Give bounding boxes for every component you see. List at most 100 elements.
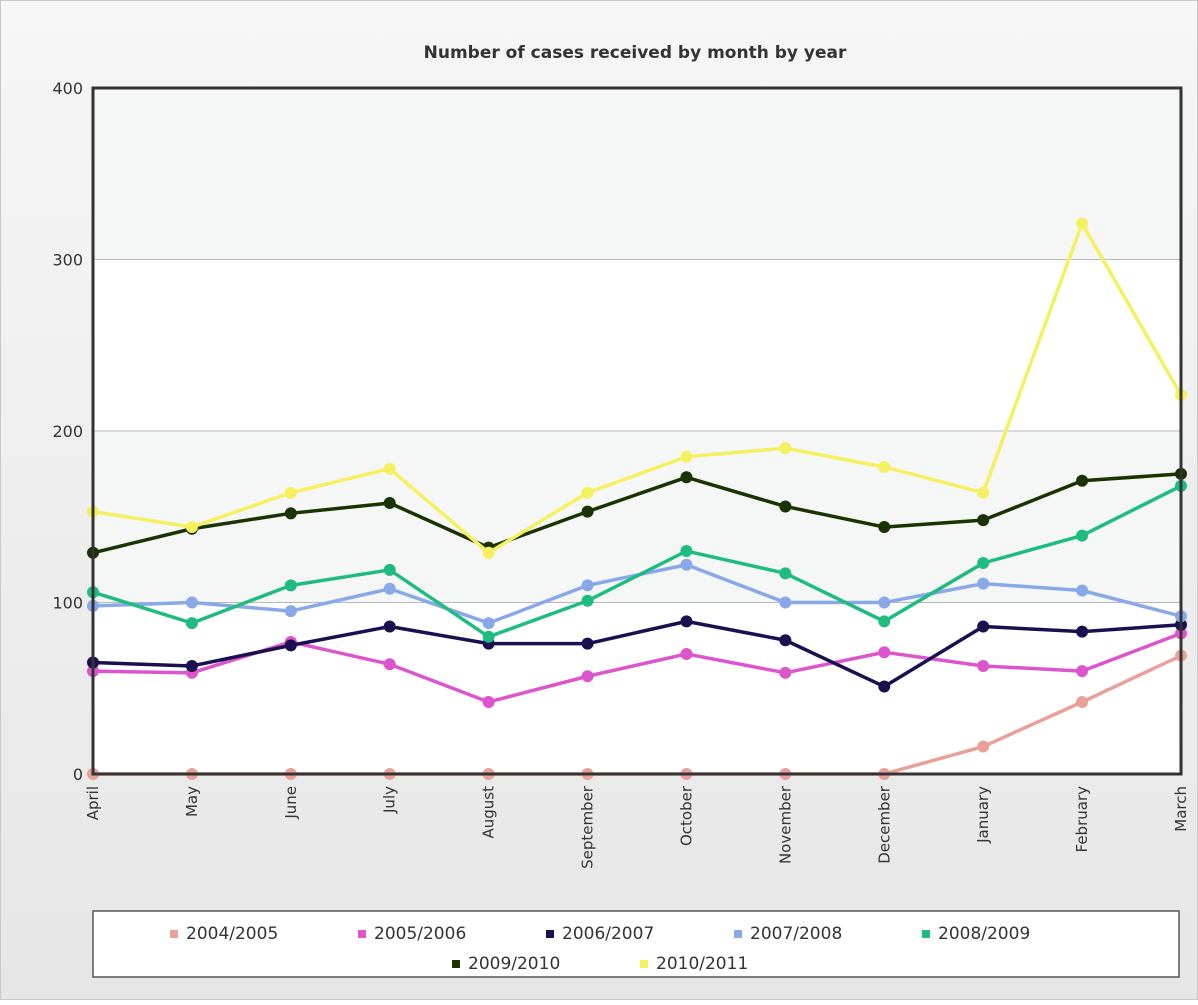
plot-band <box>93 259 1181 431</box>
y-tick-label: 200 <box>52 422 83 441</box>
data-point <box>581 579 594 592</box>
x-tick-label: October <box>677 785 695 846</box>
x-tick-label: January <box>974 786 992 844</box>
legend-label: 2008/2009 <box>938 924 1030 944</box>
data-point <box>185 617 198 630</box>
data-point <box>185 596 198 609</box>
data-point <box>581 637 594 650</box>
data-point <box>1076 584 1089 597</box>
data-point <box>878 521 891 534</box>
data-point <box>581 670 594 683</box>
data-point <box>581 486 594 499</box>
data-point <box>779 634 792 647</box>
y-tick-label: 400 <box>52 79 83 98</box>
data-point <box>482 695 495 708</box>
legend-swatch <box>922 930 930 938</box>
data-point <box>680 647 693 660</box>
data-point <box>284 579 297 592</box>
data-point <box>383 658 396 671</box>
data-point <box>1076 217 1089 230</box>
data-point <box>878 646 891 659</box>
data-point <box>977 659 990 672</box>
data-point <box>779 442 792 455</box>
legend-label: 2010/2011 <box>656 954 748 974</box>
x-tick-label: April <box>84 786 102 820</box>
series-line <box>92 472 1182 555</box>
data-point <box>779 596 792 609</box>
legend-swatch <box>452 960 460 968</box>
x-tick-label: May <box>183 786 201 817</box>
x-tick-label: June <box>282 786 300 820</box>
x-tick-label: February <box>1073 786 1091 853</box>
data-point <box>977 486 990 499</box>
plot-band <box>93 88 1181 260</box>
data-point <box>680 450 693 463</box>
data-point <box>581 594 594 607</box>
data-point <box>284 605 297 618</box>
data-point <box>284 639 297 652</box>
data-point <box>977 740 990 753</box>
data-point <box>1076 695 1089 708</box>
legend-box <box>92 910 1180 978</box>
legend-label: 2006/2007 <box>562 924 654 944</box>
data-point <box>185 659 198 672</box>
data-point <box>482 617 495 630</box>
chart-title: Number of cases received by month by yea… <box>424 43 847 63</box>
data-point <box>383 582 396 595</box>
y-tick-label: 0 <box>73 765 83 784</box>
x-axis-ticks: April May June July August September October No… <box>84 785 1190 869</box>
data-point <box>779 666 792 679</box>
data-point <box>581 505 594 518</box>
data-point <box>878 680 891 693</box>
y-tick-label: 300 <box>52 251 83 270</box>
data-point <box>680 545 693 558</box>
data-point <box>878 596 891 609</box>
data-point <box>977 557 990 570</box>
legend-label: 2007/2008 <box>750 924 842 944</box>
data-point <box>1076 625 1089 638</box>
legend: 2004/2005 2005/2006 2006/2007 2007/2008 2008… <box>92 910 1180 978</box>
series-group <box>87 479 1187 643</box>
series-line <box>92 619 1182 689</box>
legend-swatch <box>358 930 366 938</box>
y-axis-ticks: 0 100 200 300 400 <box>52 79 83 784</box>
x-tick-label: November <box>776 785 794 864</box>
data-point <box>1076 665 1089 678</box>
data-point <box>482 630 495 643</box>
x-tick-label: December <box>875 785 893 864</box>
data-point <box>383 620 396 633</box>
data-point <box>1076 529 1089 542</box>
data-point <box>383 462 396 475</box>
data-point <box>680 471 693 484</box>
x-tick-label: August <box>480 786 498 839</box>
data-point <box>185 521 198 534</box>
data-point <box>383 497 396 510</box>
legend-label: 2009/2010 <box>468 954 560 974</box>
legend-swatch <box>546 930 554 938</box>
legend-swatch <box>170 930 178 938</box>
data-point <box>977 577 990 590</box>
data-point <box>977 620 990 633</box>
legend-label: 2005/2006 <box>374 924 466 944</box>
data-point <box>878 461 891 474</box>
series-group <box>87 217 1187 559</box>
data-point <box>680 615 693 628</box>
data-point <box>383 563 396 576</box>
series-line <box>92 221 1183 555</box>
x-tick-label: September <box>579 785 597 869</box>
legend-label: 2004/2005 <box>186 924 278 944</box>
data-point <box>284 507 297 520</box>
y-tick-label: 100 <box>52 594 83 613</box>
data-point <box>977 514 990 527</box>
data-point <box>878 615 891 628</box>
data-point <box>779 500 792 513</box>
x-tick-label: July <box>381 786 399 814</box>
legend-swatch <box>640 960 648 968</box>
data-point <box>779 567 792 580</box>
legend-swatch <box>734 930 742 938</box>
data-point <box>680 558 693 571</box>
data-point <box>1076 474 1089 487</box>
series-line <box>92 484 1182 639</box>
